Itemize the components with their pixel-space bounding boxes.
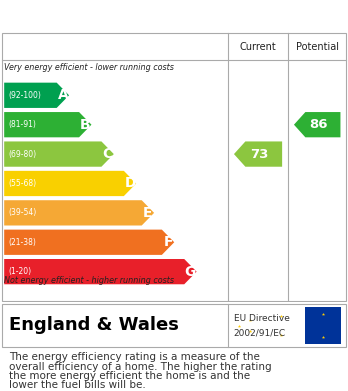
Polygon shape [234,142,282,167]
Polygon shape [4,230,174,255]
Text: 73: 73 [250,147,268,161]
Text: B: B [80,118,90,132]
Text: 86: 86 [309,118,327,131]
Text: (92-100): (92-100) [8,91,41,100]
Text: (21-38): (21-38) [8,238,36,247]
Text: Energy Efficiency Rating: Energy Efficiency Rating [10,7,251,25]
Text: E: E [143,206,153,220]
Text: 2002/91/EC: 2002/91/EC [234,328,286,337]
Text: (55-68): (55-68) [8,179,37,188]
Text: lower the fuel bills will be.: lower the fuel bills will be. [9,380,145,390]
Text: Very energy efficient - lower running costs: Very energy efficient - lower running co… [4,63,174,72]
Text: England & Wales: England & Wales [9,316,179,334]
Text: Potential: Potential [296,42,339,52]
Text: EU Directive: EU Directive [234,314,290,323]
Polygon shape [4,200,154,226]
Text: overall efficiency of a home. The higher the rating: overall efficiency of a home. The higher… [9,362,271,371]
Text: F: F [163,235,173,249]
Text: the more energy efficient the home is and the: the more energy efficient the home is an… [9,371,250,381]
Text: (81-91): (81-91) [8,120,36,129]
Text: The energy efficiency rating is a measure of the: The energy efficiency rating is a measur… [9,352,260,362]
Text: Not energy efficient - higher running costs: Not energy efficient - higher running co… [4,276,174,285]
Bar [304,307,341,344]
Polygon shape [4,142,114,167]
Text: (39-54): (39-54) [8,208,37,217]
Polygon shape [4,83,69,108]
Text: Current: Current [240,42,276,52]
Polygon shape [4,259,197,284]
Text: (1-20): (1-20) [8,267,31,276]
Text: A: A [57,88,68,102]
Text: C: C [103,147,113,161]
Polygon shape [4,112,92,137]
Text: G: G [185,265,196,279]
Text: D: D [124,176,136,190]
Polygon shape [294,112,340,137]
Polygon shape [4,171,136,196]
Text: (69-80): (69-80) [8,150,37,159]
